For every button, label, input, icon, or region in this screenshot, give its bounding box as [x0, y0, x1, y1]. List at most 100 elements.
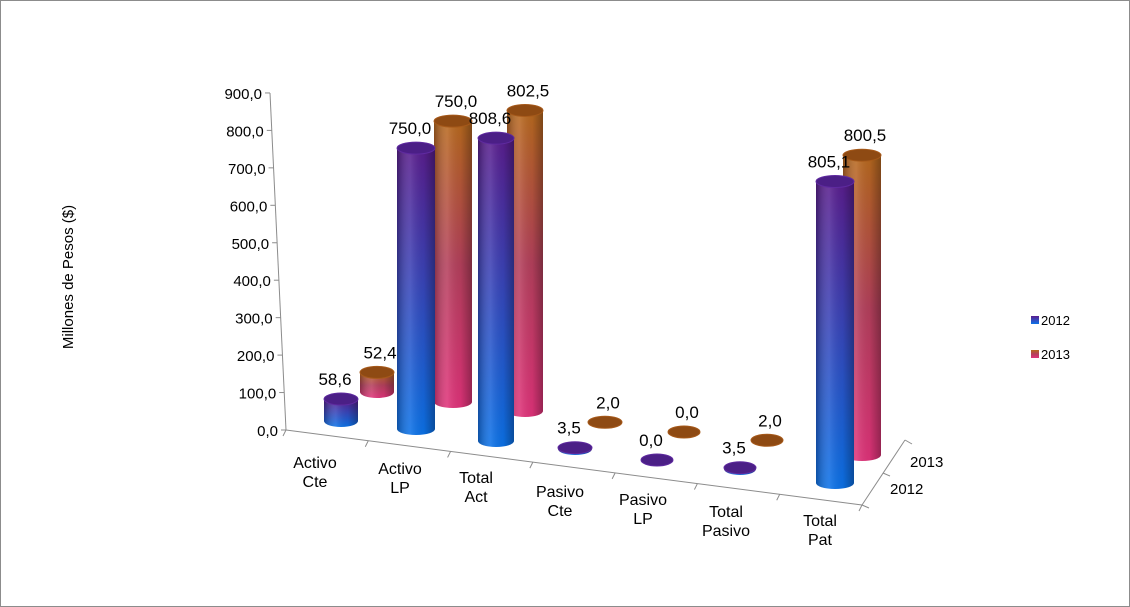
bar-top — [842, 148, 882, 162]
x-tick-mark — [693, 483, 698, 490]
data-label-2013: 802,5 — [507, 81, 550, 100]
data-label-2012: 58,6 — [318, 370, 351, 389]
category-label-line: Total — [803, 513, 837, 530]
legend-swatch-2012 — [1031, 316, 1039, 324]
x-tick-mark — [611, 472, 616, 480]
bar-top — [815, 174, 855, 188]
bar-top — [433, 114, 473, 128]
series-2012-bars — [323, 131, 855, 489]
x-tick-mark — [364, 440, 369, 447]
bar-2012 — [723, 461, 757, 475]
bar-shading — [507, 110, 543, 418]
bar-top — [723, 461, 757, 475]
category-label-line: Activo — [293, 455, 337, 472]
category-label: Activo Cte — [293, 455, 337, 491]
x-tick-mark — [282, 429, 287, 437]
category-label-line: Activo — [378, 461, 422, 478]
category-label-line: Total — [459, 470, 493, 487]
data-label-2013: 750,0 — [435, 92, 478, 111]
category-label-line: Total — [709, 504, 743, 521]
bar-top — [323, 392, 359, 406]
x-ticks — [282, 429, 863, 512]
category-label-line: Cte — [548, 503, 573, 520]
category-label: Pasivo LP — [619, 492, 667, 528]
x-tick-mark — [858, 504, 863, 512]
bar-2012 — [477, 131, 515, 447]
bar-top — [396, 141, 436, 155]
data-label-2013: 0,0 — [675, 403, 699, 422]
y-tick-label: 700,0 — [228, 161, 266, 178]
y-axis-title: Millones de Pesos ($) — [60, 205, 77, 349]
bar-2012 — [640, 453, 674, 467]
bar-2013 — [433, 114, 473, 408]
depth-labels: 2013 2012 — [861, 439, 943, 509]
x-tick-mark — [776, 494, 781, 501]
y-tick-label: 900,0 — [224, 86, 262, 103]
data-label-2012: 3,5 — [557, 419, 581, 438]
depth-tick-mark — [861, 504, 870, 509]
bar-2013 — [359, 365, 395, 398]
bar-top — [667, 425, 701, 439]
data-label-2012: 0,0 — [639, 431, 663, 450]
data-label-2012: 3,5 — [722, 439, 746, 458]
depth-label: 2012 — [890, 481, 923, 498]
depth-tick-mark — [904, 439, 913, 445]
data-label-2012: 805,1 — [808, 152, 851, 171]
bar-top — [506, 103, 544, 117]
depth-label: 2013 — [910, 454, 943, 471]
data-label-2012: 750,0 — [389, 119, 432, 138]
bar-shading — [816, 181, 854, 489]
bar-2012 — [396, 141, 436, 435]
y-axis-line — [269, 92, 287, 431]
category-label: Activo LP — [378, 461, 422, 497]
data-label-2013: 52,4 — [363, 343, 396, 362]
y-tick-label: 200,0 — [237, 348, 275, 365]
x-tick-mark — [447, 451, 452, 458]
bar-2012 — [557, 441, 593, 455]
y-tick-label: 400,0 — [233, 273, 271, 290]
data-label-2013: 2,0 — [758, 411, 782, 430]
bar-2013 — [506, 103, 544, 418]
category-label-line: LP — [390, 480, 410, 497]
axes — [269, 92, 906, 506]
bar-2012 — [323, 392, 359, 427]
data-label-2013: 800,5 — [844, 126, 887, 145]
depth-axis-line — [861, 439, 906, 506]
bar-top — [587, 415, 623, 429]
category-label-line: Pat — [808, 532, 833, 549]
bar-shading — [434, 121, 472, 408]
category-label-line: Cte — [303, 474, 328, 491]
legend-label-2013: 2013 — [1041, 347, 1070, 362]
bar-shading — [360, 372, 394, 398]
bar-2013 — [587, 415, 623, 429]
y-tick-label: 0,0 — [257, 423, 278, 440]
series-2013-bars — [359, 103, 882, 461]
category-label-line: Pasivo — [702, 523, 750, 540]
x-axis-line — [285, 429, 863, 506]
bar-2013 — [750, 433, 784, 447]
category-label-line: Pasivo — [619, 492, 667, 509]
legend-label-2012: 2012 — [1041, 313, 1070, 328]
category-label-line: LP — [633, 511, 653, 528]
legend-swatch-2013 — [1031, 350, 1039, 358]
category-label: Pasivo Cte — [536, 484, 584, 520]
bar-top — [557, 441, 593, 455]
data-label-2012: 808,6 — [469, 109, 512, 128]
y-ticks: 0,0 100,0 200,0 300,0 400,0 500,0 600,0 700,0 80… — [224, 86, 286, 440]
y-tick-label: 800,0 — [226, 123, 264, 140]
bar-top — [640, 453, 674, 467]
bar-shading — [324, 399, 358, 427]
y-tick-label: 100,0 — [239, 386, 277, 403]
legend: 2012 2013 — [1031, 313, 1070, 362]
category-label: Total Act — [459, 470, 493, 506]
depth-tick-mark — [882, 472, 891, 477]
category-label-line: Act — [464, 489, 488, 506]
x-tick-mark — [529, 461, 534, 469]
y-tick-label: 500,0 — [232, 236, 270, 253]
bar-top — [477, 131, 515, 145]
bar-2012 — [815, 174, 855, 489]
